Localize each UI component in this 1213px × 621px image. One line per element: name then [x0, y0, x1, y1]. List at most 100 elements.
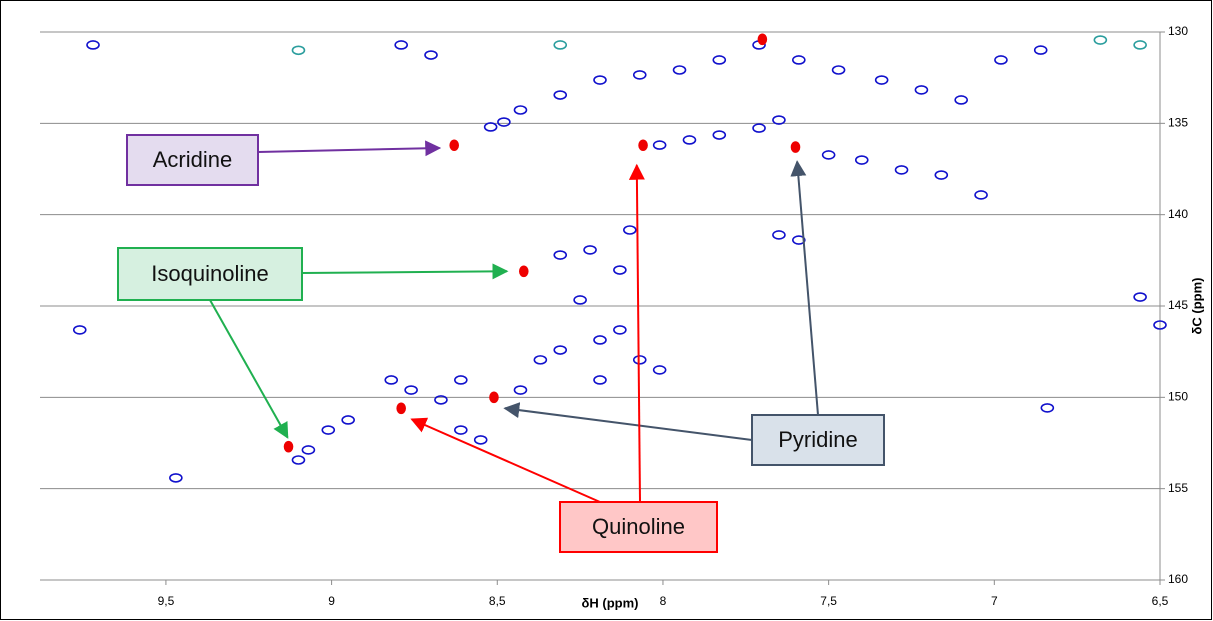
peak	[454, 425, 468, 435]
peak	[169, 473, 183, 483]
peak	[934, 170, 949, 180]
y-tick-label: 160	[1168, 572, 1188, 586]
peak	[790, 141, 801, 153]
peak	[757, 33, 768, 46]
peak	[583, 245, 597, 255]
peak	[473, 435, 488, 445]
peak	[283, 440, 294, 453]
peak	[396, 402, 406, 415]
peak	[291, 455, 306, 465]
peak	[652, 140, 667, 150]
y-tick-label: 145	[1168, 298, 1188, 312]
y-tick-label: 130	[1168, 24, 1188, 38]
peak	[489, 391, 499, 404]
y-axis-title: δC (ppm)	[1189, 278, 1204, 335]
peak	[874, 75, 889, 85]
peak	[1093, 35, 1108, 45]
peak	[772, 115, 786, 125]
peak	[513, 385, 528, 395]
peak	[454, 375, 468, 385]
peak	[994, 55, 1008, 65]
x-tick-label: 8	[660, 594, 667, 608]
peak	[772, 230, 786, 240]
peak	[954, 95, 968, 105]
peak	[553, 250, 568, 260]
annotation-arrow	[628, 163, 645, 503]
peak	[553, 345, 568, 355]
peak	[623, 225, 637, 235]
x-tick-label: 9,5	[158, 594, 175, 608]
x-tick-label: 9	[328, 594, 335, 608]
peak	[86, 40, 100, 50]
peak	[613, 325, 627, 335]
peak	[682, 135, 697, 145]
annotation-label: Quinoline	[592, 514, 685, 539]
peak	[72, 325, 87, 335]
annotation-arrow	[301, 263, 509, 280]
peak	[301, 445, 316, 455]
x-axis-title: δH (ppm)	[582, 595, 639, 610]
peak	[483, 122, 498, 132]
peak	[974, 190, 988, 200]
annotation-arrow	[503, 402, 753, 441]
peak	[652, 365, 667, 375]
peak	[752, 123, 766, 133]
peak	[434, 395, 448, 405]
peak	[1040, 403, 1055, 413]
peak	[394, 40, 408, 50]
annotation-label: Pyridine	[778, 427, 857, 452]
peak	[573, 295, 587, 305]
peak	[712, 55, 727, 65]
peak	[792, 55, 806, 65]
annotation-arrow	[257, 140, 442, 157]
peak	[291, 45, 306, 56]
peak	[593, 375, 607, 385]
peak	[831, 65, 846, 75]
peak	[404, 385, 418, 395]
annotation-label: Isoquinoline	[151, 261, 268, 286]
peak	[638, 139, 648, 152]
annotation-box	[126, 134, 259, 186]
peak	[821, 150, 836, 160]
annotation-label: Acridine	[153, 147, 232, 172]
annotation-box	[559, 501, 718, 553]
peak	[1033, 45, 1048, 55]
peak	[497, 117, 511, 127]
x-tick-label: 6,5	[1152, 594, 1169, 608]
peak	[553, 40, 568, 50]
peak	[321, 425, 336, 435]
peak	[792, 235, 806, 245]
annotation-arrow	[790, 160, 819, 416]
peak	[424, 50, 438, 60]
peak	[449, 139, 460, 152]
peak	[533, 355, 548, 365]
peak	[632, 355, 647, 365]
peak	[1153, 320, 1167, 330]
y-tick-label: 135	[1168, 116, 1188, 130]
y-tick-label: 155	[1168, 481, 1188, 495]
peak	[672, 65, 687, 75]
peak	[593, 75, 607, 85]
x-tick-label: 8,5	[489, 594, 506, 608]
peak	[613, 265, 627, 275]
peak	[513, 105, 528, 115]
peak	[854, 155, 869, 165]
peak	[593, 335, 607, 345]
y-tick-label: 150	[1168, 390, 1188, 404]
peak	[712, 130, 727, 140]
peak	[553, 90, 568, 100]
peak	[384, 375, 399, 385]
y-tick-label: 140	[1168, 207, 1188, 221]
x-tick-label: 7,5	[820, 594, 837, 608]
annotation-arrow	[209, 299, 289, 439]
peak	[1133, 40, 1147, 50]
peak	[341, 415, 355, 425]
peak	[914, 85, 929, 95]
annotation-box	[117, 247, 303, 301]
annotation-arrow	[410, 417, 601, 503]
peak	[632, 70, 647, 80]
peak	[518, 265, 529, 278]
annotation-box	[751, 414, 885, 466]
peak	[1133, 292, 1147, 302]
